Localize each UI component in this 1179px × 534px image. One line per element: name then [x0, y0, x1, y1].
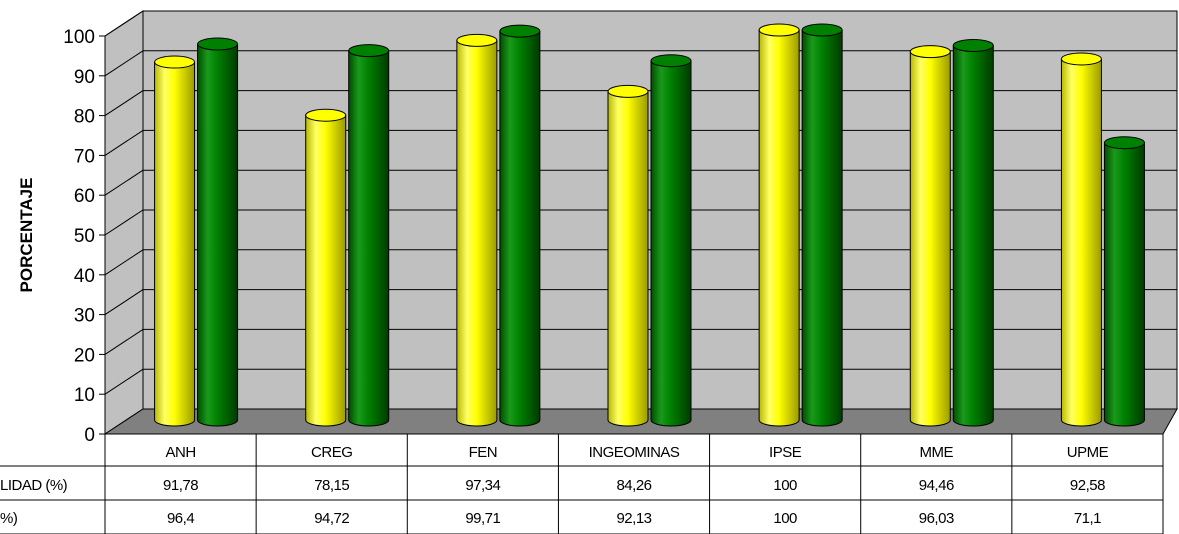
bar: [197, 37, 239, 427]
bar-body: [801, 29, 843, 427]
bar: [758, 23, 800, 427]
gridline-side: [104, 169, 144, 196]
x-tick-label: IPSE: [769, 444, 802, 461]
bar-body: [305, 114, 347, 427]
bar-body: [456, 39, 498, 427]
data-table: ANH CREG FEN INGEOMINAS IPSE MME UPME LIDAD (%)…: [0, 433, 1164, 534]
y-axis-label: PORCENTAJE: [17, 178, 36, 293]
data-label: 96,4: [167, 510, 194, 527]
bar: [348, 44, 390, 427]
gridline-side: [104, 50, 144, 77]
bar: [1103, 136, 1145, 427]
bar: [650, 54, 692, 427]
x-tick-label: UPME: [1067, 444, 1109, 461]
bar: [607, 84, 649, 427]
bar: [1060, 52, 1102, 427]
bar-body: [952, 44, 994, 427]
data-label: 100: [773, 477, 797, 494]
data-label: 97,34: [465, 477, 500, 494]
data-label: 94,72: [314, 510, 349, 527]
bar-top: [197, 37, 239, 51]
bars: [154, 23, 1145, 427]
bar-body: [197, 43, 239, 427]
data-label: 91,78: [163, 477, 198, 494]
data-label: 96,03: [919, 510, 954, 527]
data-label: 92,13: [616, 510, 651, 527]
gridline-side: [104, 209, 144, 236]
bar-body: [650, 60, 692, 427]
gridline-side: [104, 249, 144, 276]
bar-body: [607, 90, 649, 427]
bar-top: [1060, 52, 1102, 66]
gridline-side: [104, 368, 144, 395]
data-label: 92,58: [1070, 477, 1105, 494]
data-label: 100: [773, 510, 797, 527]
data-label: 84,26: [616, 477, 651, 494]
data-label: 94,46: [919, 477, 954, 494]
gridline-side: [104, 129, 144, 156]
gridline-side: [104, 90, 144, 117]
bar-top: [348, 44, 390, 58]
bar: [909, 45, 951, 427]
bar-top: [305, 108, 347, 122]
y-tick-label: 90: [74, 67, 95, 88]
x-tick-label: FEN: [469, 444, 498, 461]
bar-top: [801, 23, 843, 37]
y-tick-label: 40: [74, 266, 95, 287]
gridline-side: [104, 328, 144, 355]
bar-body: [348, 50, 390, 427]
bar: [456, 33, 498, 427]
data-label: 71,1: [1074, 510, 1101, 527]
gridline-side: [104, 289, 144, 316]
bar-top: [499, 24, 541, 38]
y-tick-label: 70: [74, 146, 95, 167]
y-tick-label: 50: [74, 226, 95, 247]
bar-top: [1103, 136, 1145, 150]
bar-top: [758, 23, 800, 37]
gridline-side: [104, 10, 144, 37]
bar-body: [1103, 142, 1145, 427]
y-tick-label: 10: [74, 385, 95, 406]
legend-entry: LIDAD (%): [0, 477, 68, 494]
y-tick-label: 60: [74, 186, 95, 207]
x-tick-label: CREG: [311, 444, 352, 461]
bar-body: [758, 29, 800, 427]
x-tick-label: MME: [920, 444, 954, 461]
bar: [154, 55, 196, 427]
bar: [305, 108, 347, 427]
y-tick-label: 0: [84, 425, 95, 446]
legend-entry: %): [0, 510, 18, 527]
bar-body: [499, 30, 541, 427]
data-label: 99,71: [465, 510, 500, 527]
bar-top: [154, 55, 196, 69]
x-tick-label: INGEOMINAS: [589, 444, 680, 461]
y-axis-ticks: 0 10 20 30 40 50 60 70 80 90 100: [63, 27, 106, 446]
bar-body: [909, 51, 951, 427]
bar: [801, 23, 843, 427]
bar-top: [909, 45, 951, 59]
bar: [952, 38, 994, 427]
data-label: 78,15: [314, 477, 349, 494]
bar-top: [456, 33, 498, 47]
y-tick-label: 100: [63, 27, 95, 48]
bar-body: [154, 61, 196, 427]
bar-top: [607, 84, 649, 98]
y-tick-label: 80: [74, 107, 95, 128]
bar-top: [650, 54, 692, 68]
bar-body: [1060, 58, 1102, 427]
x-tick-label: ANH: [165, 444, 195, 461]
y-tick-label: 30: [74, 306, 95, 327]
bar-top: [952, 38, 994, 52]
bar: [499, 24, 541, 427]
y-tick-label: 20: [74, 345, 95, 366]
